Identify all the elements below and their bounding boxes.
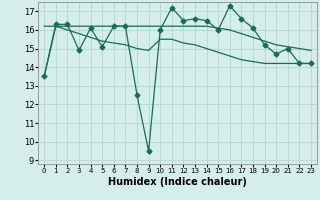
X-axis label: Humidex (Indice chaleur): Humidex (Indice chaleur): [108, 177, 247, 187]
